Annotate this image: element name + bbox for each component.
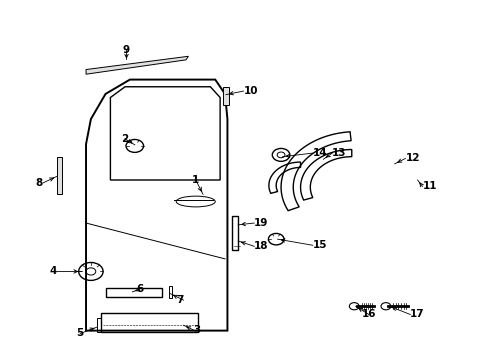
Text: 17: 17 — [409, 310, 424, 319]
Polygon shape — [86, 56, 188, 74]
Bar — [101, 313, 198, 332]
Text: 6: 6 — [136, 284, 143, 294]
Text: 15: 15 — [312, 240, 326, 250]
Text: 14: 14 — [312, 148, 327, 158]
Text: 2: 2 — [121, 134, 128, 144]
Text: 19: 19 — [254, 218, 268, 228]
Text: 11: 11 — [422, 181, 436, 192]
Circle shape — [348, 303, 358, 310]
Text: 9: 9 — [122, 45, 130, 55]
Text: 5: 5 — [77, 328, 83, 338]
Text: 4: 4 — [49, 266, 57, 276]
Text: 7: 7 — [176, 295, 183, 305]
Polygon shape — [222, 87, 228, 105]
Text: 13: 13 — [331, 148, 346, 158]
Text: 3: 3 — [193, 325, 200, 335]
Text: 10: 10 — [243, 86, 258, 96]
Text: 8: 8 — [36, 178, 43, 188]
Text: 16: 16 — [361, 310, 375, 319]
Bar — [105, 288, 161, 297]
Text: 1: 1 — [192, 175, 199, 185]
Text: 12: 12 — [405, 153, 419, 163]
Text: 18: 18 — [254, 241, 268, 251]
Polygon shape — [57, 157, 61, 194]
Circle shape — [380, 303, 390, 310]
